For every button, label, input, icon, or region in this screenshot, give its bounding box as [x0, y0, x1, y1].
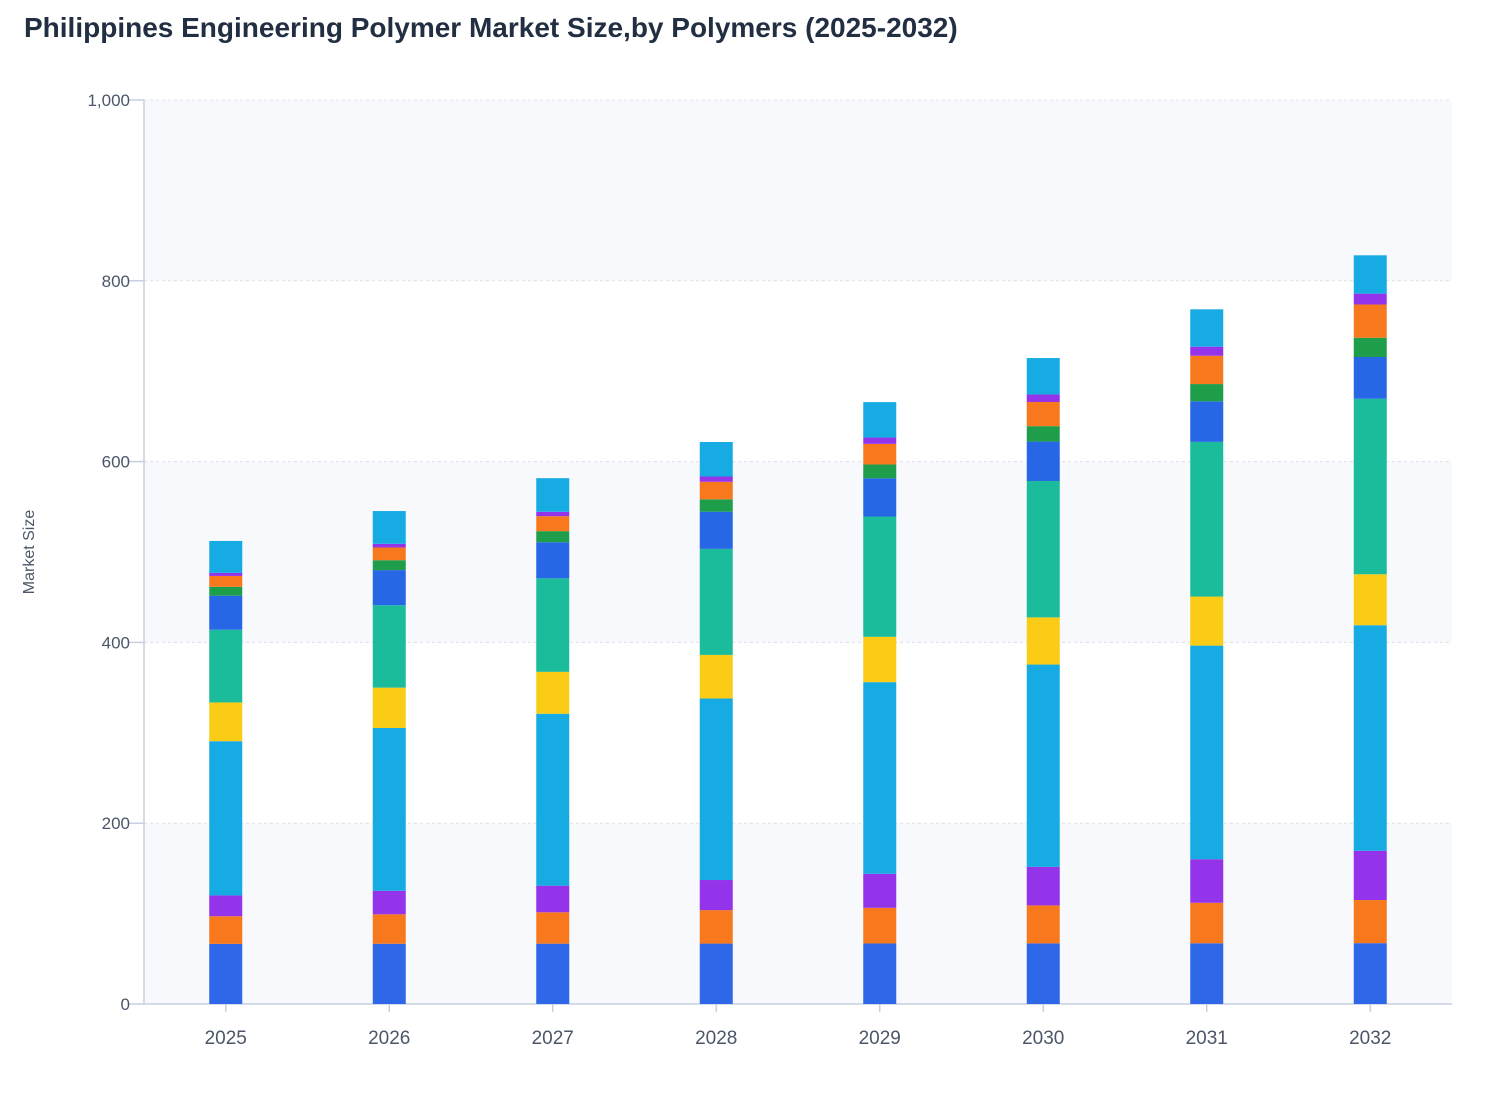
- svg-text:Market Size: Market Size: [21, 510, 38, 595]
- svg-text:2026: 2026: [368, 1028, 410, 1049]
- svg-text:2031: 2031: [1186, 1028, 1228, 1049]
- svg-text:600: 600: [102, 453, 130, 472]
- svg-text:1,000: 1,000: [87, 91, 130, 110]
- svg-text:2028: 2028: [695, 1028, 737, 1049]
- svg-text:0: 0: [121, 995, 130, 1014]
- svg-text:2027: 2027: [532, 1028, 574, 1049]
- svg-text:2030: 2030: [1022, 1028, 1064, 1049]
- svg-text:200: 200: [102, 814, 130, 833]
- svg-text:2032: 2032: [1349, 1028, 1391, 1049]
- svg-text:800: 800: [102, 272, 130, 291]
- svg-text:400: 400: [102, 633, 130, 652]
- svg-text:2029: 2029: [859, 1028, 901, 1049]
- svg-text:2025: 2025: [205, 1028, 247, 1049]
